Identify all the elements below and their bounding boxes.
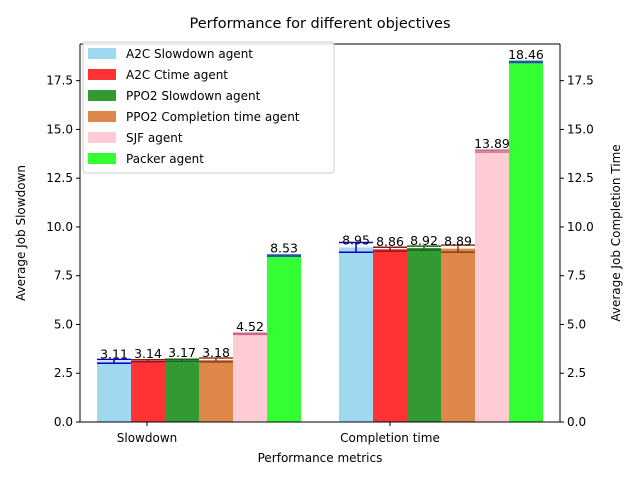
legend-label-6: Packer agent [126,152,204,166]
y-axis-label-left: Average Job Slowdown [14,165,28,301]
y-tick-label-left-1: 2.5 [54,366,73,380]
data-label-1-2: 8.95 [342,232,370,247]
bar-1-1 [97,361,131,422]
legend-label-5: SJF agent [126,131,183,145]
bar-4-1 [199,359,233,422]
y-tick-label-left-2: 5.0 [54,317,73,331]
bar-3-2 [407,248,441,422]
y-tick-label-right-3: 7.5 [567,269,586,283]
data-label-2-1: 3.14 [134,346,162,361]
y-tick-label-right-6: 15.0 [567,122,594,136]
plot-area: 3.11 8.95 3.14 8.86 3.17 8.92 3.18 8.89 4.52 13.8… [46,41,594,445]
data-label-4-2: 8.89 [444,234,472,249]
data-label-6-1: 8.53 [270,241,298,256]
legend-swatch-1 [88,48,116,59]
y-tick-label-right-2: 5.0 [567,317,586,331]
y-tick-label-right-1: 2.5 [567,366,586,380]
bar-1-2 [339,247,373,422]
y-tick-label-right-5: 12.5 [567,171,594,185]
x-axis-label: Performance metrics [258,451,383,465]
bar-2-1 [131,360,165,422]
y-tick-label-left-7: 17.5 [46,74,73,88]
legend-label-2: A2C Ctime agent [126,68,228,82]
bar-4-2 [441,248,475,422]
legend-swatch-5 [88,132,116,143]
y-tick-label-left-0: 0.0 [54,415,73,429]
bar-6-1 [267,255,301,422]
x-tick-label-1: Slowdown [117,431,178,445]
legend-swatch-2 [88,69,116,80]
bar-5-2 [475,151,509,422]
data-label-5-1: 4.52 [236,319,264,334]
legend-label-3: PPO2 Slowdown agent [126,89,261,103]
legend-label-4: PPO2 Completion time agent [126,110,300,124]
bar-2-2 [373,249,407,422]
chart-title: Performance for different objectives [190,16,451,32]
y-tick-label-right-7: 17.5 [567,74,594,88]
bar-3-1 [165,360,199,422]
y-tick-label-right-4: 10.0 [567,220,594,234]
y-tick-label-left-5: 12.5 [46,171,73,185]
data-label-3-1: 3.17 [168,345,196,360]
data-label-4-1: 3.18 [202,345,230,360]
legend-swatch-6 [88,153,116,164]
legend-swatch-4 [88,111,116,122]
data-label-5-2: 13.89 [474,136,510,151]
data-label-3-2: 8.92 [410,233,438,248]
legend-label-1: A2C Slowdown agent [126,47,253,61]
y-tick-label-left-6: 15.0 [46,122,73,136]
data-label-1-1: 3.11 [100,346,128,361]
y-tick-label-right-0: 0.0 [567,415,586,429]
legend-swatch-3 [88,90,116,101]
data-label-2-2: 8.86 [376,234,404,249]
data-label-6-2: 18.46 [508,47,544,62]
y-axis-label-right: Average Job Completion Time [609,144,623,321]
y-tick-label-left-3: 7.5 [54,269,73,283]
bar-6-2 [509,61,543,422]
legend-box [82,41,335,174]
bar-5-1 [233,333,267,422]
y-tick-label-left-4: 10.0 [46,220,73,234]
x-tick-label-2: Completion time [340,431,440,445]
